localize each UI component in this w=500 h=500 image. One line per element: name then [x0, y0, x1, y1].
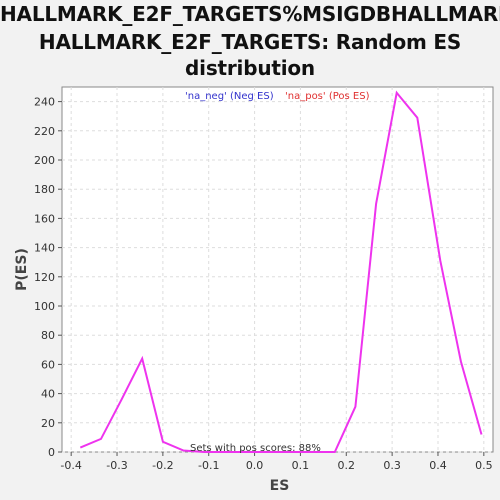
y-tick-label: 220 — [34, 125, 55, 138]
y-tick-label: 100 — [34, 300, 55, 313]
y-tick-label: 60 — [41, 358, 55, 371]
x-tick-label: -0.4 — [60, 459, 81, 472]
x-tick-label: 0.0 — [246, 459, 264, 472]
series-layer — [79, 90, 483, 453]
y-tick-label: 120 — [34, 271, 55, 284]
y-tick-label: 20 — [41, 417, 55, 430]
y-tick-label: 80 — [41, 329, 55, 342]
x-tick-label: 0.2 — [338, 459, 356, 472]
plot-area — [61, 86, 494, 453]
x-tick-label: 0.1 — [292, 459, 310, 472]
annotation-text: Sets with pos scores: 88% — [190, 443, 321, 454]
legend-item: 'na_pos' (Pos ES) — [285, 91, 370, 102]
y-tick-label: 180 — [34, 183, 55, 196]
grid-layer — [62, 87, 493, 453]
x-tick-label: 0.3 — [383, 459, 401, 472]
legend: 'na_neg' (Neg ES) 'na_pos' (Pos ES) — [185, 91, 370, 102]
x-tick-label: 0.5 — [475, 459, 493, 472]
x-tick-label: -0.2 — [152, 459, 173, 472]
y-axis-label: P(ES) — [14, 248, 30, 291]
y-tick-label: 200 — [34, 154, 55, 167]
series-line — [79, 90, 483, 453]
y-tick-label: 0 — [48, 446, 55, 459]
y-tick-label: 140 — [34, 242, 55, 255]
y-tick-label: 240 — [34, 96, 55, 109]
chart-title-line-1: HALLMARK_E2F_TARGETS%MSIGDBHALLMARK% — [0, 2, 500, 26]
x-tick-label: -0.1 — [198, 459, 219, 472]
y-tick-label: 40 — [41, 388, 55, 401]
x-tick-label: -0.3 — [106, 459, 127, 472]
ticks-layer: 0 20 40 60 80 100 120 140 160 180 200 220 240 -0.4 -0.… — [34, 96, 493, 472]
legend-item: 'na_neg' (Neg ES) — [185, 91, 274, 102]
x-tick-label: 0.4 — [429, 459, 447, 472]
chart-title-line-3: distribution — [185, 56, 315, 80]
y-tick-label: 160 — [34, 212, 55, 225]
chart-title-line-2: HALLMARK_E2F_TARGETS: Random ES — [38, 30, 462, 54]
x-axis-label: ES — [270, 478, 290, 494]
